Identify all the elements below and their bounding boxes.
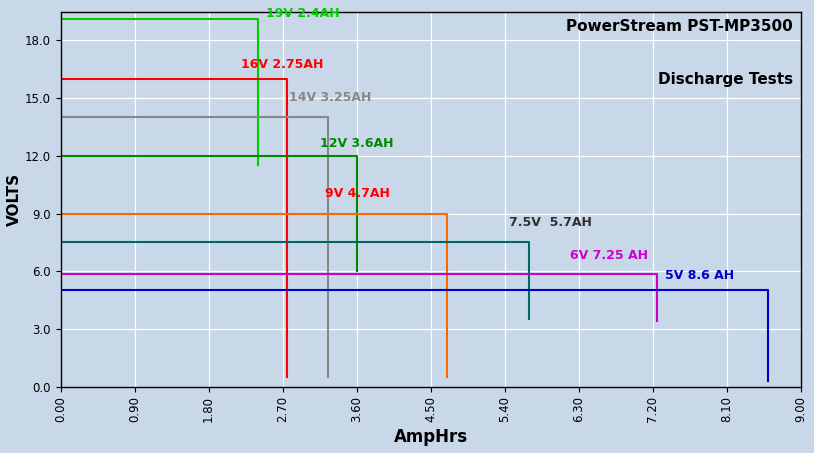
Text: 6V 7.25 AH: 6V 7.25 AH (571, 249, 648, 262)
Text: 9V 4.7AH: 9V 4.7AH (326, 187, 390, 200)
X-axis label: AmpHrs: AmpHrs (393, 428, 467, 446)
Text: 7.5V  5.7AH: 7.5V 5.7AH (509, 216, 592, 229)
Text: Discharge Tests: Discharge Tests (658, 72, 793, 87)
Text: PowerStream PST-MP3500: PowerStream PST-MP3500 (567, 19, 793, 34)
Text: 19V 2.4AH: 19V 2.4AH (266, 7, 339, 20)
Text: 16V 2.75AH: 16V 2.75AH (242, 58, 324, 71)
Y-axis label: VOLTS: VOLTS (7, 173, 22, 226)
Text: 14V 3.25AH: 14V 3.25AH (289, 91, 371, 104)
Text: 5V 8.6 AH: 5V 8.6 AH (665, 269, 734, 282)
Text: 12V 3.6AH: 12V 3.6AH (320, 137, 393, 150)
